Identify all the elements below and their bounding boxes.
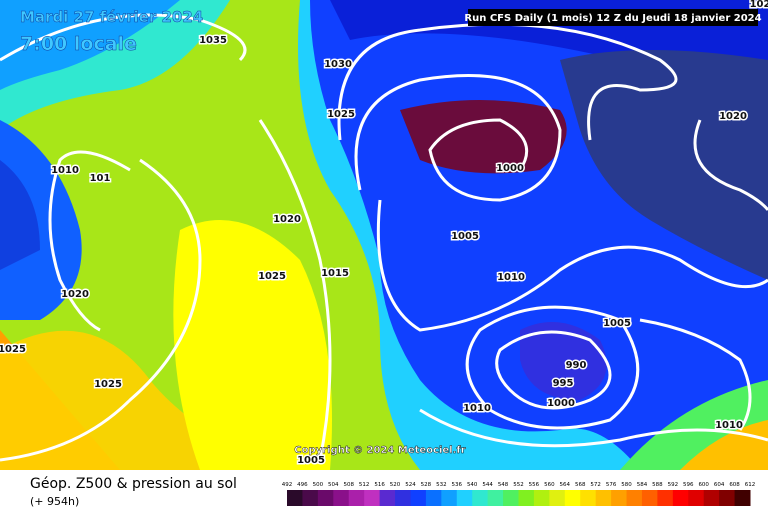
colorbar-label: 576 xyxy=(606,482,617,488)
isobar-label: 1025 xyxy=(94,379,122,390)
isobar-label: 1000 xyxy=(496,163,524,174)
time-label: 7:00 locale xyxy=(20,33,137,55)
colorbar-label: 612 xyxy=(745,482,756,488)
isobar-label: 1020 xyxy=(273,214,301,225)
color-swatch xyxy=(533,490,550,506)
color-swatch xyxy=(734,490,751,506)
colorbar-label: 524 xyxy=(405,482,416,488)
date-label: Mardi 27 février 2024 xyxy=(20,8,203,26)
colorbar-label: 492 xyxy=(282,482,293,488)
color-swatch xyxy=(348,490,365,506)
colorbar-label: 592 xyxy=(668,482,679,488)
isobar-label: 1015 xyxy=(321,268,349,279)
colorbar-label: 496 xyxy=(297,482,308,488)
isobar-label: 101 xyxy=(90,173,111,184)
colorbar-label: 584 xyxy=(637,482,648,488)
colorbar-label: 536 xyxy=(452,482,463,488)
isobar-label: 1000 xyxy=(547,398,575,409)
colorbar-label: 580 xyxy=(621,482,632,488)
copyright: Copyright © 2024 Meteociel.fr xyxy=(294,445,465,456)
colorbar-label: 532 xyxy=(436,482,447,488)
color-swatch xyxy=(719,490,736,506)
isobar-labels: 1035 1030 1025 1010 101 1020 1020 1025 1… xyxy=(0,0,768,468)
isobar-label: 1010 xyxy=(463,403,491,414)
isobar-label: 1025 xyxy=(258,271,286,282)
colorbar-label: 604 xyxy=(714,482,725,488)
isobar-label: 1025 xyxy=(0,344,26,355)
colorbar-label: 568 xyxy=(575,482,586,488)
color-swatch xyxy=(379,490,396,506)
color-swatch xyxy=(287,490,303,506)
color-swatch xyxy=(611,490,628,506)
isobar-label: 995 xyxy=(553,378,574,389)
isobars xyxy=(0,13,768,462)
color-swatch xyxy=(580,490,597,506)
colorbar-label: 512 xyxy=(359,482,370,488)
colorbar-label: 552 xyxy=(513,482,524,488)
color-swatch xyxy=(425,490,442,506)
color-swatch xyxy=(487,490,504,506)
color-swatch xyxy=(688,490,705,506)
colorbar-label: 560 xyxy=(544,482,555,488)
isobar-label: 1030 xyxy=(324,59,352,70)
colorbar-label: 556 xyxy=(529,482,540,488)
footer-lead: (+ 954h) xyxy=(30,495,79,508)
colorbar-label: 500 xyxy=(313,482,324,488)
color-swatch xyxy=(395,490,411,506)
colorbar-label: 596 xyxy=(683,482,694,488)
color-swatch xyxy=(549,490,566,506)
color-swatch xyxy=(317,490,334,506)
isobar-label: 990 xyxy=(566,360,587,371)
isobar-label: 1025 xyxy=(327,109,355,120)
colorbar-label: 544 xyxy=(482,482,493,488)
colorbar-label: 572 xyxy=(590,482,601,488)
colorbar-label: 520 xyxy=(390,482,401,488)
isobar-label: 1010 xyxy=(51,165,79,176)
color-swatch xyxy=(595,490,612,506)
isobar-label: 1005 xyxy=(297,455,325,466)
colorbar-label: 540 xyxy=(467,482,478,488)
color-swatch xyxy=(657,490,674,506)
colorbar-label: 588 xyxy=(652,482,663,488)
color-swatch xyxy=(410,490,427,506)
run-label: Run CFS Daily (1 mois) 12 Z du Jeudi 18 … xyxy=(464,13,761,24)
color-swatch xyxy=(472,490,489,506)
color-swatch xyxy=(518,490,535,506)
colorbar-label: 608 xyxy=(729,482,740,488)
color-swatch xyxy=(703,490,720,506)
isobar-label: 1010 xyxy=(715,420,743,431)
color-swatch xyxy=(456,490,473,506)
colorbar-label: 564 xyxy=(560,482,571,488)
colorbar: 492 496 500 504 508 512 516 520 524 528 532 536 540 5… xyxy=(282,482,756,506)
color-swatch xyxy=(364,490,381,506)
color-swatch xyxy=(333,490,350,506)
color-swatch xyxy=(641,490,658,506)
isobar-label: 102 xyxy=(750,0,768,10)
colorbar-label: 504 xyxy=(328,482,339,488)
colorbar-label: 548 xyxy=(498,482,509,488)
isobar-label: 1035 xyxy=(199,35,227,46)
isobar-label: 1020 xyxy=(61,289,89,300)
color-swatch xyxy=(626,490,643,506)
isobar-label: 1005 xyxy=(603,318,631,329)
colorbar-label: 528 xyxy=(421,482,432,488)
color-swatch xyxy=(441,490,458,506)
colorbar-label: 516 xyxy=(374,482,385,488)
color-swatch xyxy=(302,490,319,506)
footer-title: Géop. Z500 & pression au sol xyxy=(30,476,237,492)
run-box xyxy=(468,9,758,26)
isobar-label: 1010 xyxy=(497,272,525,283)
isobar-label: 1020 xyxy=(719,111,747,122)
isobar-label: 1005 xyxy=(451,231,479,242)
pressure-fields xyxy=(0,0,768,470)
color-swatch xyxy=(672,490,689,506)
color-swatch xyxy=(564,490,581,506)
colorbar-label: 508 xyxy=(343,482,354,488)
color-swatch xyxy=(503,490,519,506)
colorbar-label: 600 xyxy=(698,482,709,488)
